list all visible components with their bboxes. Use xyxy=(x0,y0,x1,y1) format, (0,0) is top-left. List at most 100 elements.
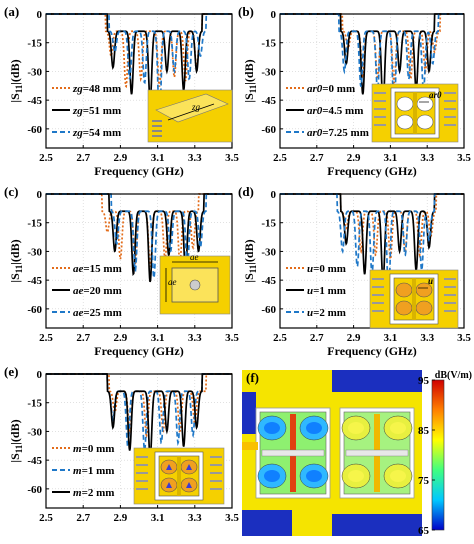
series-line-0 xyxy=(46,13,232,89)
resonator-post xyxy=(412,278,416,320)
x-tick-label: 2.9 xyxy=(114,152,128,164)
x-tick-label: 2.9 xyxy=(114,332,128,344)
field-lobe-core xyxy=(264,422,280,434)
inset-dimension-label: ae xyxy=(190,252,199,262)
field-lobe-core xyxy=(390,422,406,434)
tuning-notch xyxy=(166,482,172,488)
side-stripe xyxy=(372,278,384,280)
x-tick-label: 2.7 xyxy=(76,332,90,344)
x-tick-label: 2.7 xyxy=(76,152,90,164)
y-tick-label: 0 xyxy=(271,9,277,21)
x-tick-label: 2.5 xyxy=(273,332,287,344)
series-line-0 xyxy=(280,193,464,260)
legend-entry: m=0 mm xyxy=(73,443,114,455)
plot-frame xyxy=(45,193,233,329)
legend-entry: ae=25 mm xyxy=(73,307,122,319)
side-stripe xyxy=(444,286,456,288)
colorbar-tick-label: 75 xyxy=(418,475,430,487)
plot-frame xyxy=(45,13,233,149)
legend-entry: m=1 mm xyxy=(73,465,114,477)
x-tick-label: 2.9 xyxy=(347,152,361,164)
y-tick-label: -15 xyxy=(27,38,42,50)
colorbar-gradient xyxy=(431,379,445,531)
legend-entry: ar0=7.25 mm xyxy=(307,127,369,139)
x-tick-label: 3.1 xyxy=(384,332,398,344)
y-tick-label: -45 xyxy=(27,455,42,467)
y-axis-title: |S11|(dB) xyxy=(8,239,24,282)
inset-dimension-label: u xyxy=(428,276,433,286)
chart-panel-a: 2.5 2.7 2.9 3.1 3.3 3.5 0 -15 -30 -45 -60 Frequency… xyxy=(4,4,239,178)
y-tick-label: -30 xyxy=(27,426,42,438)
field-bar xyxy=(345,449,409,457)
field-feed-line xyxy=(242,442,258,450)
x-tick-label: 3.5 xyxy=(225,152,239,164)
y-tick-label: -30 xyxy=(27,246,42,258)
x-tick-label: 2.7 xyxy=(76,512,90,524)
side-stripe xyxy=(210,456,222,458)
inset-dimension-label: ar0 xyxy=(429,90,442,100)
side-stripe xyxy=(210,464,222,466)
x-tick-label: 3.1 xyxy=(151,512,165,524)
legend-entry: ar0=4.5 mm xyxy=(307,105,363,117)
x-tick-label: 2.5 xyxy=(39,332,53,344)
legend-entry: u=2 mm xyxy=(307,307,346,319)
resonator-lobe xyxy=(396,114,414,130)
box-top-face xyxy=(155,93,229,123)
series-line-0 xyxy=(46,373,232,439)
inset-illustration: zg xyxy=(147,89,233,143)
x-tick-label: 3.5 xyxy=(457,332,471,344)
y-tick-label: -45 xyxy=(261,275,276,287)
side-stripe xyxy=(444,100,456,102)
feed-stripe xyxy=(152,120,162,122)
legend-entry: ae=15 mm xyxy=(73,263,122,275)
inset-illustration: ae ae xyxy=(159,252,231,315)
side-stripe xyxy=(210,480,222,482)
legend-entry: ar0=0 mm xyxy=(307,83,355,95)
y-tick-label: 0 xyxy=(37,9,43,21)
resonator-lobe xyxy=(415,300,433,316)
side-stripe xyxy=(374,124,386,126)
side-stripe xyxy=(444,302,456,304)
y-tick-label: -60 xyxy=(27,304,42,316)
series-line-2 xyxy=(280,13,464,112)
resonator-post xyxy=(413,92,417,134)
side-stripe xyxy=(136,472,148,474)
side-stripe xyxy=(136,488,148,490)
inset-illustration xyxy=(133,447,225,505)
x-tick-label: 3.1 xyxy=(151,152,165,164)
y-tick-label: -30 xyxy=(27,66,42,78)
x-tick-label: 3.5 xyxy=(225,332,239,344)
x-tick-label: 3.3 xyxy=(420,152,434,164)
side-stripe xyxy=(210,472,222,474)
x-tick-label: 2.5 xyxy=(273,152,287,164)
side-stripe xyxy=(210,488,222,490)
legend-entry: ae=20 mm xyxy=(73,285,122,297)
side-stripe xyxy=(444,108,456,110)
feed-stripe xyxy=(152,130,162,132)
x-tick-label: 3.1 xyxy=(384,152,398,164)
panel-label: (a) xyxy=(4,4,19,19)
y-tick-label: 0 xyxy=(37,189,43,201)
chart-panel-c: 2.5 2.7 2.9 3.1 3.3 3.5 0 -15 -30 -45 -60 Frequency… xyxy=(4,184,239,358)
legend-entry: m=2 mm xyxy=(73,487,114,499)
x-axis-title: Frequency (GHz) xyxy=(327,164,416,178)
feed-stripe xyxy=(152,125,162,127)
plot-frame xyxy=(279,13,465,149)
legend-entry: u=0 mm xyxy=(307,263,346,275)
x-tick-label: 2.5 xyxy=(39,512,53,524)
legend-entry: zg=48 mm xyxy=(72,83,121,95)
resonator-lobe xyxy=(395,282,413,298)
tuning-notch xyxy=(166,464,172,470)
field-lobe-core xyxy=(306,470,322,482)
panel-label: (d) xyxy=(238,184,254,199)
y-tick-label: -60 xyxy=(27,124,42,136)
legend-entry: u=1 mm xyxy=(307,285,346,297)
field-block-bottom xyxy=(332,514,422,536)
side-stripe xyxy=(372,294,384,296)
x-tick-label: 3.3 xyxy=(420,332,434,344)
y-tick-label: -45 xyxy=(27,275,42,287)
field-block-bl xyxy=(242,510,292,536)
resonator-lobe xyxy=(395,300,413,316)
panel-label: (f) xyxy=(246,370,259,385)
